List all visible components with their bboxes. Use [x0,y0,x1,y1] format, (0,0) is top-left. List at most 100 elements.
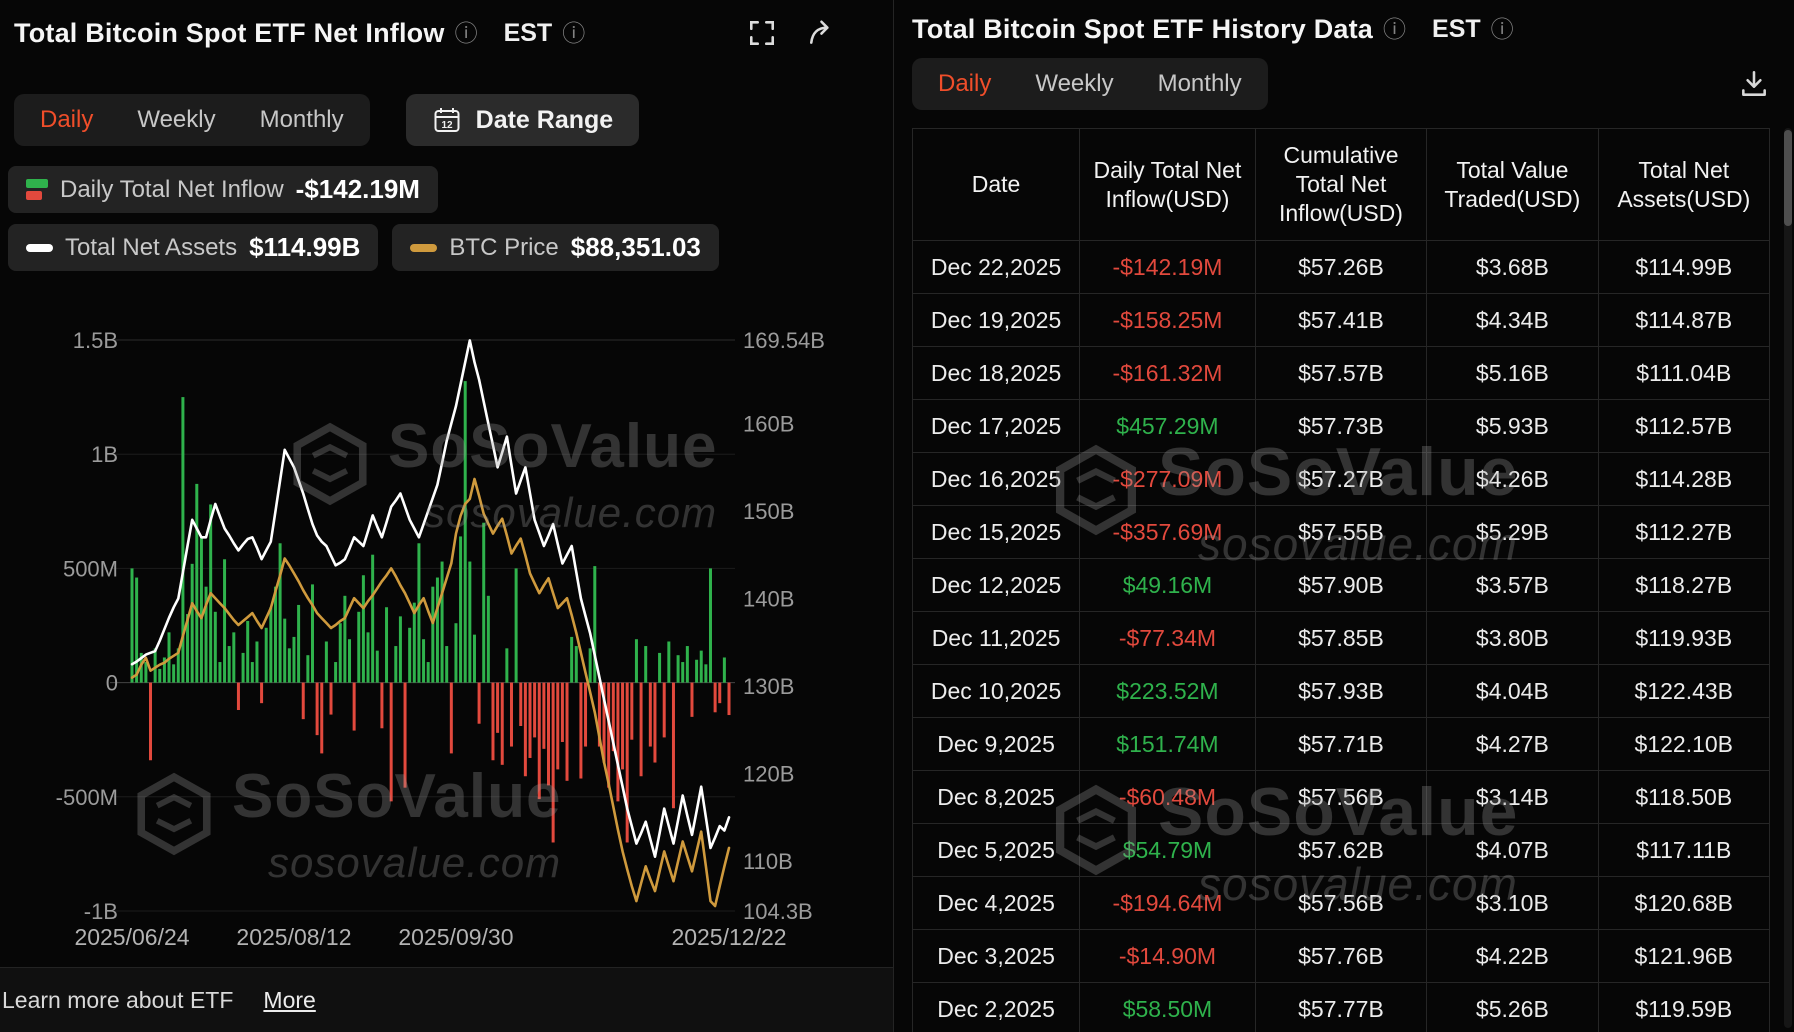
table-row: Dec 17,2025 $457.29M $57.73B $5.93B $112.57B [912,399,1770,453]
cell-daily-inflow: $49.16M [1079,558,1256,612]
cell-cumulative-inflow: $57.76B [1254,929,1428,983]
cell-net-assets: $121.96B [1597,929,1770,983]
cell-daily-inflow: $54.79M [1079,823,1256,877]
page-title: Total Bitcoin Spot ETF Net Inflow [14,17,445,48]
cell-value-traded: $5.16B [1426,346,1599,400]
cell-value-traded: $4.27B [1426,717,1599,771]
cell-date: Dec 17,2025 [912,399,1081,453]
cell-daily-inflow: -$161.32M [1079,346,1256,400]
assets-line-swatch [26,243,53,252]
legend-btc-value: $88,351.03 [570,232,701,262]
cell-net-assets: $118.50B [1597,770,1770,824]
legend-bars-icon [26,179,48,201]
svg-text:1.5B: 1.5B [73,328,118,353]
col-header-value-traded: Total Value Traded(USD) [1426,128,1599,241]
cell-value-traded: $5.93B [1426,399,1599,453]
table-scrollbar-thumb[interactable] [1784,130,1792,226]
svg-text:500M: 500M [63,556,118,581]
date-range-button[interactable]: 12 Date Range [405,94,640,146]
svg-text:2025/12/22: 2025/12/22 [671,924,786,950]
legend-inflow-value: -$142.19M [295,174,420,204]
cell-daily-inflow: -$77.34M [1079,611,1256,665]
table-header: Date Daily Total Net Inflow(USD) Cumulat… [912,128,1770,241]
etf-chart[interactable]: 1.5B 1B 500M 0 -500M -1B 169.54B 160B 150B 140B 13… [0,290,893,967]
cell-value-traded: $4.04B [1426,664,1599,718]
history-title: Total Bitcoin Spot ETF History Data [912,13,1374,44]
svg-text:2025/09/30: 2025/09/30 [398,924,513,950]
table-row: Dec 2,2025 $58.50M $57.77B $5.26B $119.59B [912,982,1770,1032]
tab-weekly[interactable]: Weekly [115,94,237,146]
cell-net-assets: $122.43B [1597,664,1770,718]
table-scrollbar-track[interactable] [1784,128,1792,1028]
history-tab-weekly[interactable]: Weekly [1013,58,1135,110]
svg-text:140B: 140B [743,587,794,612]
cell-value-traded: $5.26B [1426,982,1599,1032]
svg-text:2025/06/24: 2025/06/24 [74,924,189,950]
tab-monthly[interactable]: Monthly [238,94,366,146]
svg-text:1B: 1B [91,442,118,467]
cell-value-traded: $4.22B [1426,929,1599,983]
info-icon[interactable]: ⓘ [454,19,478,46]
history-tab-monthly[interactable]: Monthly [1136,58,1264,110]
cell-cumulative-inflow: $57.56B [1254,876,1428,930]
x-axis-labels: 2025/06/24 2025/08/12 2025/09/30 2025/12/22 [74,924,786,950]
cell-net-assets: $112.27B [1597,505,1770,559]
cell-cumulative-inflow: $57.71B [1254,717,1428,771]
cell-value-traded: $3.68B [1426,240,1599,294]
legend-assets-label: Total Net Assets [65,233,238,261]
download-button[interactable] [1738,68,1770,100]
cell-net-assets: $114.28B [1597,452,1770,506]
svg-text:120B: 120B [743,762,794,787]
cell-cumulative-inflow: $57.55B [1254,505,1428,559]
legend-daily-inflow[interactable]: Daily Total Net Inflow -$142.19M [8,166,438,213]
cell-net-assets: $119.93B [1597,611,1770,665]
legend-net-assets[interactable]: Total Net Assets $114.99B [8,224,379,271]
info-icon[interactable]: ⓘ [1490,15,1514,42]
cell-daily-inflow: -$14.90M [1079,929,1256,983]
btc-line-swatch [410,243,438,252]
right-axis-labels: 169.54B 160B 150B 140B 130B 120B 110B 104.3B [743,328,825,924]
cell-date: Dec 3,2025 [912,929,1081,983]
cell-net-assets: $114.87B [1597,293,1770,347]
table-row: Dec 15,2025 -$357.69M $57.55B $5.29B $112.27… [912,505,1770,559]
table-row: Dec 12,2025 $49.16M $57.90B $3.57B $118.27B [912,558,1770,612]
cell-value-traded: $4.34B [1426,293,1599,347]
svg-text:12: 12 [441,120,453,131]
share-button[interactable] [807,18,837,48]
cell-cumulative-inflow: $57.26B [1254,240,1428,294]
table-row: Dec 18,2025 -$161.32M $57.57B $5.16B $111.04… [912,346,1770,400]
more-link[interactable]: More [263,986,316,1013]
date-range-label: Date Range [475,105,614,134]
fullscreen-button[interactable] [747,18,777,48]
cell-value-traded: $3.10B [1426,876,1599,930]
gridlines [110,339,735,912]
download-icon [1742,70,1766,96]
info-icon[interactable]: ⓘ [562,19,586,46]
cell-date: Dec 10,2025 [912,664,1081,718]
legend-btc-price[interactable]: BTC Price $88,351.03 [392,224,719,271]
cell-cumulative-inflow: $57.56B [1254,770,1428,824]
table-row: Dec 22,2025 -$142.19M $57.26B $3.68B $114.99… [912,240,1770,294]
cell-cumulative-inflow: $57.27B [1254,452,1428,506]
chart-canvas[interactable]: 1.5B 1B 500M 0 -500M -1B 169.54B 160B 150B 140B 13… [0,290,893,967]
svg-text:0: 0 [106,671,118,696]
table-row: Dec 8,2025 -$60.48M $57.56B $3.14B $118.50B [912,770,1770,824]
panel-divider [893,0,894,1032]
table-row: Dec 10,2025 $223.52M $57.93B $4.04B $122.43B [912,664,1770,718]
cell-value-traded: $3.14B [1426,770,1599,824]
table-row: Dec 3,2025 -$14.90M $57.76B $4.22B $121.96B [912,929,1770,983]
col-header-daily-inflow: Daily Total Net Inflow(USD) [1079,128,1256,241]
info-icon[interactable]: ⓘ [1383,15,1407,42]
history-tab-daily[interactable]: Daily [916,58,1013,110]
tab-daily[interactable]: Daily [18,94,115,146]
cell-daily-inflow: $58.50M [1079,982,1256,1032]
cell-value-traded: $3.80B [1426,611,1599,665]
col-header-net-assets: Total Net Assets(USD) [1597,128,1770,241]
cell-daily-inflow: $457.29M [1079,399,1256,453]
cell-value-traded: $4.26B [1426,452,1599,506]
history-interval-tabs: Daily Weekly Monthly [912,58,1268,110]
table-row: Dec 16,2025 -$277.09M $57.27B $4.26B $114.28… [912,452,1770,506]
cell-daily-inflow: -$60.48M [1079,770,1256,824]
cell-cumulative-inflow: $57.85B [1254,611,1428,665]
cell-date: Dec 15,2025 [912,505,1081,559]
